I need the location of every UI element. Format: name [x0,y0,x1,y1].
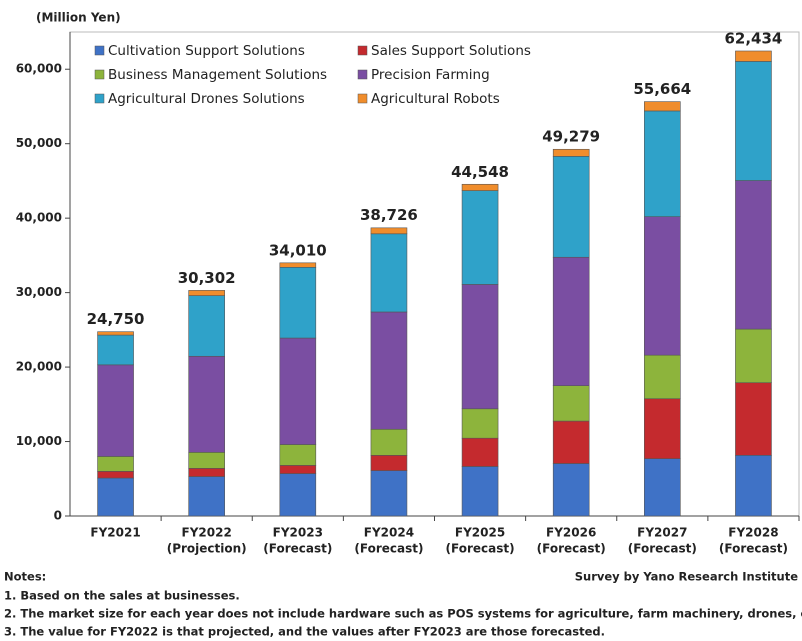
bar-segment [644,216,681,356]
x-tick-label: FY2024 [364,526,414,540]
y-tick-label: 0 [54,509,62,523]
total-label: 30,302 [178,269,236,287]
x-tick-label: FY2028 [728,526,778,540]
bar-segment [188,468,225,477]
bar-segment [279,465,317,474]
bar-segment [188,476,225,517]
y-tick-label: 20,000 [16,360,62,374]
note: 2. The market size for each year does no… [4,607,802,621]
legend-label: Cultivation Support Solutions [108,43,305,59]
bar-segment [370,470,408,517]
x-tick-label: FY2023 [273,526,323,540]
bar-segment [97,331,134,336]
bar-segment [644,354,681,400]
bar-segment [552,385,590,422]
y-tick-label: 30,000 [16,285,62,299]
legend-label: Business Management Solutions [108,67,327,83]
bar-segment [279,262,317,268]
x-tick-label: (Forecast) [719,542,788,556]
x-tick-label: (Forecast) [628,542,697,556]
bar-segment [461,190,499,285]
bar-segment [644,110,681,217]
bar-segment [370,227,408,235]
unit-label: (Million Yen) [36,11,121,25]
source: Survey by Yano Research Institute [575,570,798,584]
y-tick-label: 50,000 [16,136,62,150]
bar-segment [279,473,317,517]
bar-segment [552,156,590,258]
legend-swatch [357,69,368,80]
bar-segment [370,428,408,456]
legend-swatch [94,69,105,80]
bar-segment [644,398,681,459]
bar-segment [188,290,225,296]
x-tick-label: FY2027 [637,526,687,540]
legend-swatch [94,93,105,104]
bar-segment [735,328,772,384]
bar-segment [461,466,499,517]
x-tick-label: (Forecast) [263,542,332,556]
legend-swatch [94,45,105,56]
x-tick-label: FY2022 [182,526,232,540]
legend-label: Agricultural Drones Solutions [108,91,305,107]
total-label: 38,726 [360,206,418,224]
bar-segment [370,233,408,313]
bar-segment [735,61,772,181]
bar-segment [461,408,499,439]
bar-segment [188,355,225,453]
legend-swatch [357,45,368,56]
bar-segment [97,364,134,457]
bar-segment [279,337,317,445]
x-tick-label: (Projection) [167,542,247,556]
total-label: 44,548 [451,163,509,181]
bar-segment [735,180,772,330]
bar-segment [461,183,499,191]
legend-swatch [357,93,368,104]
total-label: 55,664 [633,80,691,98]
bar-segment [279,444,317,466]
bar-segment [644,458,681,517]
bar-segment [461,437,499,467]
total-label: 49,279 [542,128,600,146]
legend-label: Agricultural Robots [371,91,500,107]
bar-segment [188,295,225,357]
bar-segment [279,266,317,339]
bar-segment [552,148,590,157]
bar-segment [735,382,772,456]
x-tick-label: FY2025 [455,526,505,540]
x-tick-label: (Forecast) [537,542,606,556]
bar-segment [735,50,772,62]
notes-title: Notes: [4,570,46,584]
total-label: 24,750 [87,310,145,328]
y-tick-label: 10,000 [16,434,62,448]
y-tick-label: 40,000 [16,211,62,225]
note: 3. The value for FY2022 is that projecte… [4,625,605,639]
x-tick-label: (Forecast) [446,542,515,556]
bar-segment [552,420,590,464]
bar-segment [552,463,590,517]
note: 1. Based on the sales at businesses. [4,589,240,603]
x-tick-label: FY2026 [546,526,596,540]
bar-segment [370,455,408,471]
legend-label: Sales Support Solutions [371,43,531,59]
x-tick-label: FY2021 [90,526,140,540]
x-tick-label: (Forecast) [354,542,423,556]
bar-segment [97,477,134,517]
y-tick-label: 60,000 [16,62,62,76]
bar-segment [552,256,590,386]
total-label: 62,434 [724,30,782,48]
legend-label: Precision Farming [371,67,490,83]
bar-segment [97,471,134,479]
bar-segment [97,456,134,472]
total-label: 34,010 [269,241,327,259]
bar-segment [644,101,681,112]
bar-segment [188,452,225,469]
bar-segment [370,311,408,430]
bar-segment [461,284,499,410]
bar-segment [97,334,134,366]
bar-segment [735,455,772,517]
